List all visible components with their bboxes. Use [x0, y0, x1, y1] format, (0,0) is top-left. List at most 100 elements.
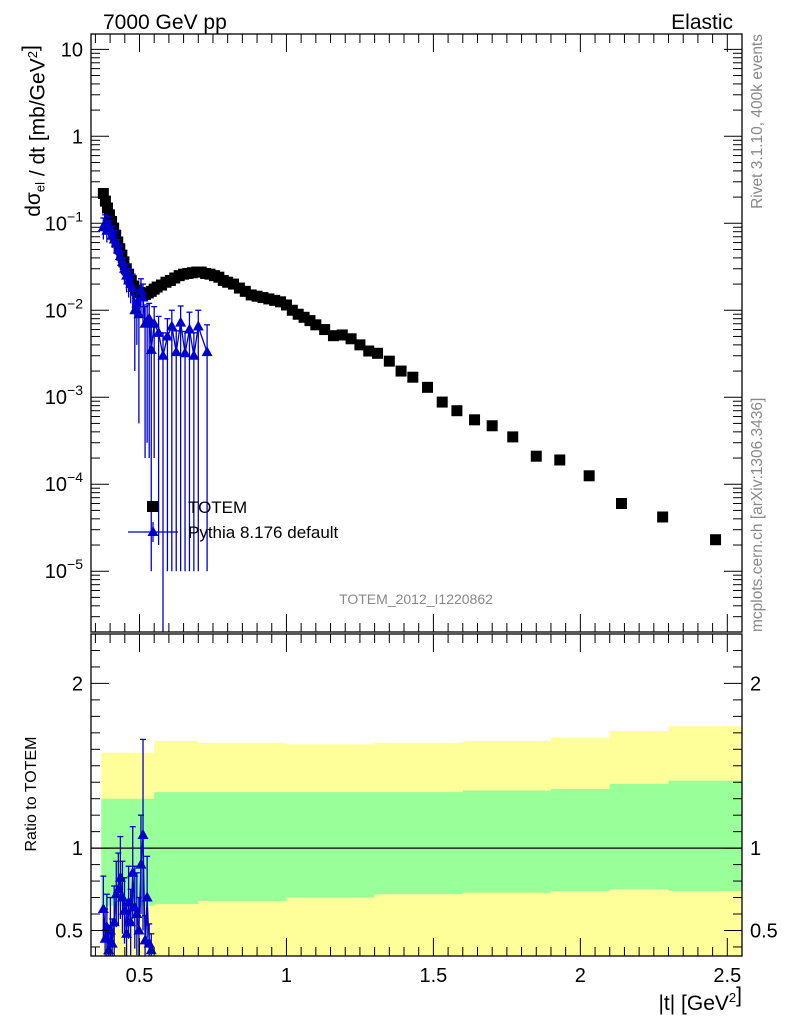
y-tick-label-main: 10−1	[45, 208, 83, 235]
ratio-data-point	[135, 858, 147, 869]
y-tick-label-main: 10	[61, 39, 83, 61]
data-point-totem	[286, 304, 298, 316]
ratio-bands	[91, 726, 742, 956]
data-point-pythia	[183, 323, 195, 334]
data-point-totem	[108, 222, 120, 234]
data-point-totem	[319, 324, 331, 336]
y-tick-label-ratio: 1	[72, 838, 83, 860]
data-point-pythia	[188, 349, 200, 360]
y-tick-label-ratio-right: 0.5	[750, 920, 778, 942]
data-point-totem	[422, 381, 434, 393]
data-point-totem	[345, 333, 357, 345]
data-point-totem	[451, 405, 463, 417]
y-tick-label-main: 10−2	[45, 295, 83, 322]
side-rivet-label: Rivet 3.1.10, 400k events	[749, 34, 766, 209]
data-point-pythia	[137, 291, 149, 302]
ratio-frame	[90, 633, 743, 957]
y-tick-label-ratio-right: 2	[750, 673, 761, 695]
x-axis-label: |t| [GeV2]	[658, 984, 742, 1015]
ratio-data-point	[116, 891, 128, 902]
data-point-pythia	[143, 312, 155, 323]
legend-marker-pythia	[147, 526, 159, 536]
y-tick-label-main: 10−4	[45, 469, 83, 496]
ratio-data-point	[97, 903, 109, 914]
data-point-totem	[263, 293, 275, 305]
band-inner	[101, 780, 742, 906]
data-point-pythia	[179, 347, 191, 358]
data-point-totem	[615, 498, 627, 510]
data-point-totem	[222, 276, 234, 288]
ratio-data-point	[131, 908, 143, 918]
main-data	[97, 187, 722, 632]
ratio-data-point	[133, 924, 145, 935]
ratio-data-point	[123, 896, 135, 907]
y-tick-label-ratio: 0.5	[55, 920, 83, 942]
data-point-pythia	[170, 346, 182, 357]
legend: TOTEM Pythia 8.176 default	[128, 498, 339, 542]
main-axes: 10 1 10−1 10−2 10−3 10−4 10−5	[45, 33, 743, 633]
data-point-pythia	[175, 316, 187, 327]
x-tick-label: 2.5	[713, 965, 741, 987]
data-point-pythia	[119, 262, 131, 273]
data-point-totem	[336, 329, 348, 341]
x-tick-label: 1.5	[419, 965, 447, 987]
ratio-data-point	[129, 901, 141, 912]
data-point-pythia	[104, 223, 116, 234]
ratio-data-point	[121, 927, 133, 938]
x-tick-label: 0.5	[126, 965, 154, 987]
data-point-totem	[292, 308, 304, 320]
data-point-totem	[97, 187, 109, 199]
side-mcplots-label: mcplots.cern.ch [arXiv:1306.3436]	[749, 398, 766, 632]
y-tick-label-main: 1	[72, 126, 83, 148]
y-axis-label-ratio: Ratio to TOTEM	[23, 737, 40, 852]
x-tick-label: 2	[575, 965, 586, 987]
data-point-totem	[327, 330, 339, 342]
data-point-totem	[304, 315, 316, 327]
main-frame	[90, 33, 743, 633]
data-point-totem	[99, 195, 111, 207]
data-point-totem	[407, 371, 419, 383]
header-left: 7000 GeV pp	[103, 11, 227, 34]
data-point-pythia	[133, 308, 145, 319]
ratio-data-point	[125, 916, 137, 927]
watermark: TOTEM_2012_I1220862	[339, 591, 493, 607]
ratio-data-point	[141, 891, 153, 902]
ratio-data-point	[119, 904, 131, 915]
data-point-totem	[104, 209, 116, 221]
data-point-pythia	[110, 236, 122, 247]
data-point-pythia	[131, 297, 143, 308]
x-tick-label: 1	[281, 965, 292, 987]
main-panel: 10 1 10−1 10−2 10−3 10−4 10−5 TOTEM_2012_I1220…	[19, 33, 743, 633]
data-point-totem	[106, 215, 118, 227]
data-point-pythia	[166, 320, 178, 331]
ratio-data-point	[99, 932, 111, 943]
ratio-data-point	[127, 866, 139, 877]
data-point-totem	[436, 396, 448, 408]
data-point-totem	[257, 292, 269, 304]
data-point-pythia	[161, 330, 173, 341]
legend-label-pythia: Pythia 8.176 default	[188, 523, 339, 542]
data-point-pythia	[135, 284, 147, 295]
data-point-totem	[239, 285, 251, 297]
data-point-pythia	[116, 255, 128, 266]
data-point-pythia	[192, 320, 204, 331]
data-point-totem	[554, 454, 566, 466]
data-point-totem	[280, 299, 292, 311]
header-right: Elastic	[671, 11, 733, 34]
data-point-totem	[233, 282, 245, 294]
ratio-data-point	[114, 871, 126, 882]
data-point-totem	[530, 450, 542, 462]
data-point-pythia	[201, 346, 213, 357]
data-point-totem	[583, 470, 595, 482]
data-point-totem	[269, 294, 281, 306]
data-point-pythia	[112, 243, 124, 254]
data-point-pythia	[127, 282, 139, 293]
data-point-totem	[363, 345, 375, 357]
data-point-totem	[251, 290, 263, 302]
y-tick-label-ratio: 2	[72, 673, 83, 695]
data-point-totem	[245, 289, 257, 301]
y-tick-label-ratio-right: 1	[750, 838, 761, 860]
ratio-data-point	[106, 937, 118, 948]
ratio-data-point	[112, 883, 124, 894]
